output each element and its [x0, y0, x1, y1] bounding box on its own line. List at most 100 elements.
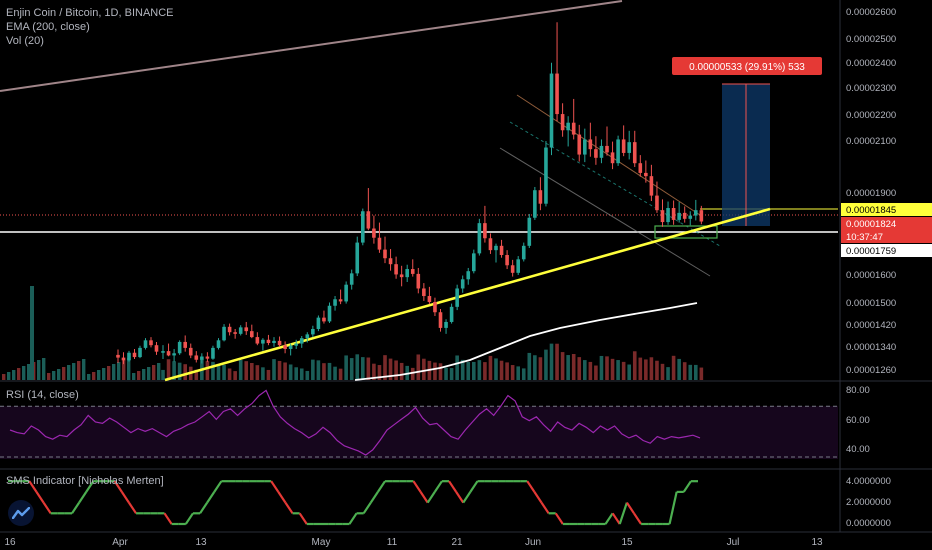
sms-line-segment [469, 480, 479, 493]
sms-line-segment [277, 491, 287, 504]
volume-bar [250, 363, 254, 380]
candle-body [305, 334, 310, 339]
candle-body [394, 264, 398, 275]
volume-bar [62, 367, 66, 380]
sms-line-segment [298, 512, 308, 525]
candle-body [405, 269, 409, 278]
volume-bar [399, 362, 404, 380]
candle-body [571, 122, 576, 135]
candle-body [183, 341, 187, 348]
sms-line-segment [526, 480, 536, 493]
candle-body [494, 245, 498, 251]
x-axis-tick-label: 21 [451, 537, 463, 548]
ema-legend-label[interactable]: EMA (200, close) [6, 21, 90, 33]
candle-body [172, 353, 176, 356]
volume-bar [157, 363, 161, 380]
sms-line-segment [71, 501, 81, 514]
candle-body [116, 354, 120, 358]
vol-legend-label[interactable]: Vol (20) [6, 35, 44, 47]
candle-body [488, 238, 493, 251]
candle-body [682, 212, 687, 219]
candle-body [649, 176, 654, 196]
volume-bar [649, 357, 654, 380]
x-axis-tick-label: 13 [195, 537, 207, 548]
sms-line-segment [554, 512, 564, 525]
sms-line-segment [540, 501, 550, 514]
ema-200-line [354, 302, 698, 381]
x-axis-tick-label: Apr [112, 537, 128, 548]
volume-bar [516, 366, 520, 380]
candle-body [188, 347, 193, 356]
symbol-title[interactable]: Enjin Coin / Bitcoin, 1D, BINANCE [6, 7, 174, 19]
tradingview-logo-icon[interactable] [8, 500, 34, 526]
y-axis-tick-label: 0.00001500 [846, 298, 896, 309]
volume-bar [288, 364, 293, 380]
sms-line-segment [113, 480, 123, 493]
sms-line-segment [618, 502, 628, 525]
candle-body [505, 255, 509, 266]
candle-body [422, 288, 426, 297]
candle-body [666, 208, 670, 223]
volume-bar [82, 359, 86, 380]
sms-legend-label[interactable]: SMS Indicator [Nicholas Merten] [6, 475, 164, 487]
candle-body [127, 352, 131, 361]
sms-line-segment [163, 512, 173, 525]
sms-line-segment [633, 512, 643, 525]
price-label-bg [841, 244, 932, 257]
ascending-trendline [164, 207, 771, 382]
volume-bar [616, 360, 620, 380]
volume-bar [238, 359, 243, 380]
volume-bar [147, 367, 151, 380]
candle-body [194, 355, 199, 360]
candle-body [200, 356, 204, 360]
volume-bar [349, 358, 354, 380]
candle-body [688, 215, 693, 219]
sms-line-segment [604, 512, 614, 525]
volume-bar [566, 355, 570, 380]
volume-bar [344, 355, 348, 380]
volume-bar [660, 363, 665, 380]
candle-body [433, 301, 437, 313]
volume-bar [107, 366, 111, 380]
volume-bar [244, 361, 249, 380]
volume-bar [666, 367, 670, 380]
sms-line-segment [611, 512, 621, 525]
volume-bar [355, 354, 360, 380]
y-axis-tick-label: 0.00002200 [846, 110, 896, 121]
volume-bar [322, 363, 326, 380]
volume-bar [27, 364, 31, 380]
sms-line-segment [120, 491, 130, 504]
candle-body [361, 211, 365, 243]
volume-bar [211, 361, 215, 380]
sms-line-segment [128, 501, 137, 514]
candle-body [549, 73, 554, 148]
volume-bar [277, 360, 282, 380]
y-axis-tick-label: 0.00002300 [846, 83, 896, 94]
sms-line-segment [412, 480, 422, 493]
volume-bar [549, 343, 554, 380]
candle-body [216, 340, 221, 348]
candle-body [694, 210, 698, 216]
volume-bar [166, 359, 171, 380]
sms-line-segment [284, 501, 294, 514]
sms-line-segment [433, 480, 443, 493]
candle-body [149, 340, 153, 346]
volume-bar [142, 369, 146, 380]
candle-body [288, 345, 293, 349]
volume-bar [632, 351, 637, 380]
volume-bar [194, 369, 199, 380]
volume-bar [655, 360, 659, 380]
sms-legend: SMS Indicator [Nicholas Merten] [6, 474, 164, 488]
volume-bar [694, 364, 698, 380]
candle-body [427, 296, 432, 302]
sms-line-segment [184, 512, 194, 525]
candle-body [621, 139, 626, 153]
volume-bar [383, 355, 387, 380]
rsi-line [9, 389, 701, 456]
volume-bar [477, 360, 482, 380]
volume-bar [216, 364, 221, 380]
volume-bar [388, 358, 393, 380]
rsi-legend-label[interactable]: RSI (14, close) [6, 389, 79, 401]
candle-body [138, 347, 142, 358]
